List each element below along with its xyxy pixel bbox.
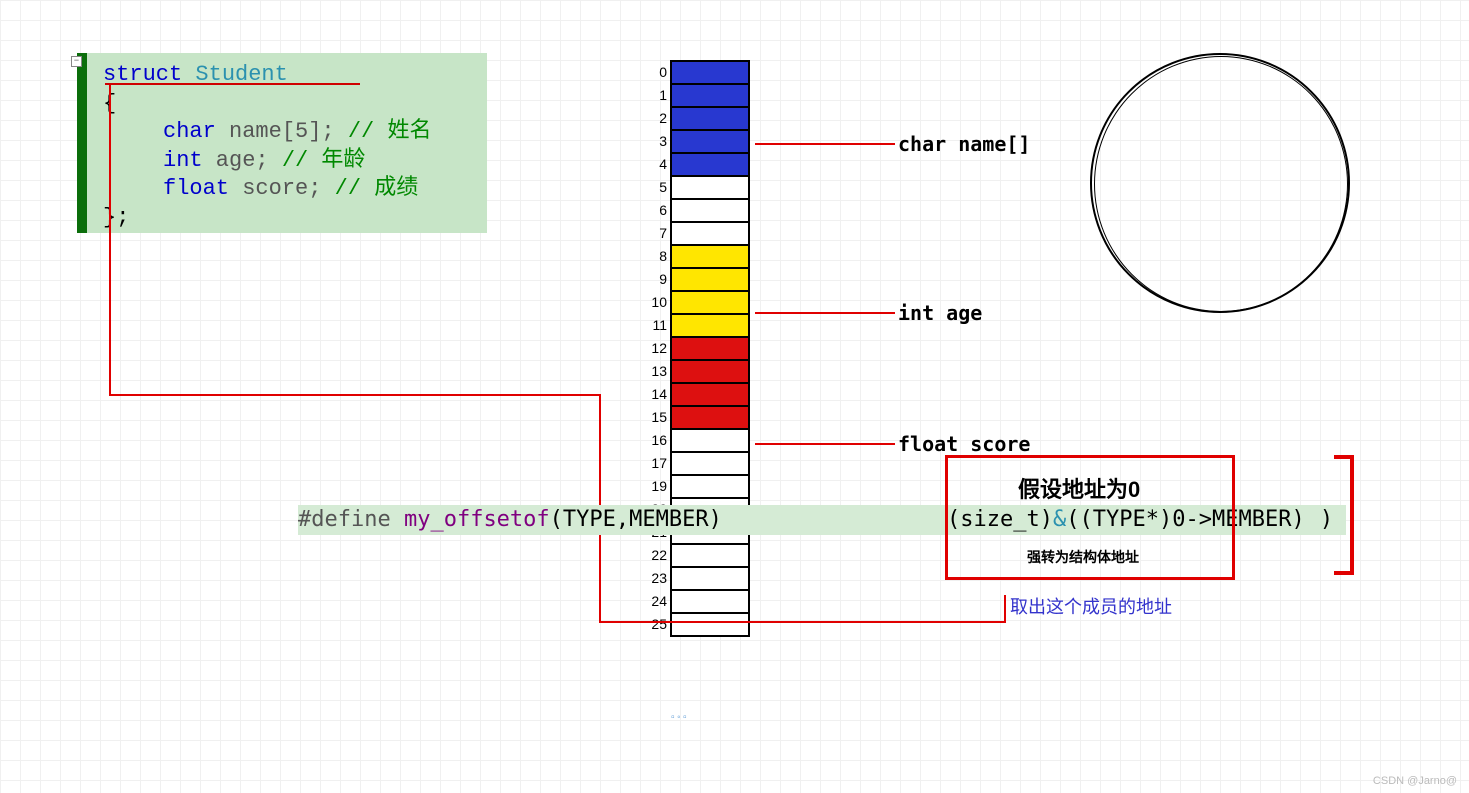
memory-cell: 10 — [670, 290, 750, 315]
red-bracket-right — [1334, 455, 1354, 575]
decorative-circle-2 — [1094, 56, 1348, 312]
memory-cell-label: 17 — [642, 455, 667, 471]
memory-cell-label: 6 — [642, 202, 667, 218]
memory-cell: 3 — [670, 129, 750, 154]
memory-cell-label: 4 — [642, 156, 667, 172]
annotation-score: float score — [898, 432, 1030, 456]
memory-cell: 23 — [670, 566, 750, 591]
memory-cell-label: 1 — [642, 87, 667, 103]
memory-cell: 22 — [670, 543, 750, 568]
memory-cell-label: 15 — [642, 409, 667, 425]
memory-cell: 5 — [670, 175, 750, 200]
code-line-name: char name[5]; // 姓名 — [103, 118, 471, 147]
memory-cell-label: 22 — [642, 547, 667, 563]
memory-cell: 17 — [670, 451, 750, 476]
memory-cell-label: 12 — [642, 340, 667, 356]
memory-cell: 1 — [670, 83, 750, 108]
memory-cell-label: 16 — [642, 432, 667, 448]
code-line-age: int age; // 年龄 — [103, 147, 471, 176]
memory-cell-label: 11 — [642, 317, 667, 333]
collapse-marker: − — [71, 56, 82, 67]
annotation-line-score — [755, 443, 895, 445]
code-line-score: float score; // 成绩 — [103, 175, 471, 204]
memory-cell-label: 8 — [642, 248, 667, 264]
memory-cell-label: 5 — [642, 179, 667, 195]
edit-handles-icon: ▫◦▫ — [670, 713, 688, 724]
watermark: CSDN @Jarno@ — [1373, 775, 1457, 787]
memory-cell-label: 0 — [642, 64, 667, 80]
memory-cell-label: 24 — [642, 593, 667, 609]
memory-cell: 14 — [670, 382, 750, 407]
annotation-line-name — [755, 143, 895, 145]
memory-cell: 24 — [670, 589, 750, 614]
memory-cell: 16 — [670, 428, 750, 453]
annotation-line-age — [755, 312, 895, 314]
note-assume-zero: 假设地址为0 — [1018, 472, 1140, 504]
memory-cell: 12 — [670, 336, 750, 361]
memory-cell-label: 2 — [642, 110, 667, 126]
memory-cell: 6 — [670, 198, 750, 223]
memory-cell-label: 19 — [642, 478, 667, 494]
memory-cell: 19 — [670, 474, 750, 499]
memory-cell-label: 23 — [642, 570, 667, 586]
memory-cell: 15 — [670, 405, 750, 430]
memory-cell: 11 — [670, 313, 750, 338]
struct-underline — [105, 83, 360, 85]
code-brace-close: }; — [103, 204, 471, 233]
struct-code-block: − struct Student { char name[5]; // 姓名 i… — [77, 53, 487, 233]
memory-cell-label: 25 — [642, 616, 667, 632]
memory-cell: 0 — [670, 60, 750, 85]
memory-cell: 9 — [670, 267, 750, 292]
memory-cell: 13 — [670, 359, 750, 384]
memory-cell-label: 14 — [642, 386, 667, 402]
memory-cell-label: 10 — [642, 294, 667, 310]
memory-cell-label: 9 — [642, 271, 667, 287]
memory-cell: 8 — [670, 244, 750, 269]
memory-cell: 25 — [670, 612, 750, 637]
annotation-name: char name[] — [898, 132, 1030, 156]
memory-cell: 7 — [670, 221, 750, 246]
annotation-age: int age — [898, 301, 982, 325]
memory-cell-label: 7 — [642, 225, 667, 241]
memory-layout-column: 0123456789101112131415161718192021222324… — [670, 60, 750, 635]
memory-cell: 2 — [670, 106, 750, 131]
note-cast-struct: 强转为结构体地址 — [1027, 547, 1139, 567]
memory-cell: 4 — [670, 152, 750, 177]
memory-cell-label: 13 — [642, 363, 667, 379]
code-brace-open: { — [103, 90, 471, 119]
note-member-addr: 取出这个成员的地址 — [1010, 593, 1172, 619]
memory-cell-label: 3 — [642, 133, 667, 149]
code-line-struct: struct Student — [103, 61, 471, 90]
